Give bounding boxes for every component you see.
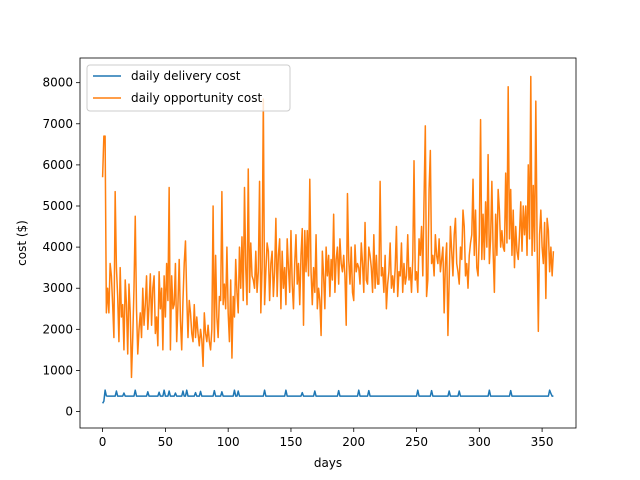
y-tick-label: 3000	[42, 281, 73, 295]
legend-box	[86, 64, 291, 112]
legend-label-opportunity: daily opportunity cost	[131, 91, 262, 105]
axes-frame	[79, 57, 577, 429]
y-tick-label: 0	[65, 405, 73, 419]
y-tick-label: 2000	[42, 322, 73, 336]
x-axis-label: days	[314, 456, 342, 470]
y-axis: 0 1000 2000 3000 4000 5000 6000 7000 8000	[42, 76, 80, 419]
series-line-opportunity	[101, 75, 555, 379]
y-tick-label: 8000	[42, 76, 73, 90]
plot-area	[101, 75, 555, 404]
x-tick-label: 300	[468, 435, 491, 449]
x-tick-label: 0	[99, 435, 107, 449]
y-tick-label: 6000	[42, 158, 73, 172]
y-tick-label: 4000	[42, 240, 73, 254]
x-tick-label: 150	[280, 435, 303, 449]
legend: daily delivery cost daily opportunity co…	[86, 64, 291, 112]
y-axis-label: cost ($)	[15, 220, 29, 266]
x-tick-label: 350	[531, 435, 554, 449]
x-tick-label: 50	[158, 435, 173, 449]
x-axis: 0 50 100 150 200 250 300 350	[99, 428, 554, 449]
x-tick-label: 200	[342, 435, 365, 449]
y-tick-label: 1000	[42, 363, 73, 377]
series-line-delivery	[101, 389, 554, 404]
legend-label-delivery: daily delivery cost	[131, 69, 241, 83]
x-tick-label: 250	[405, 435, 428, 449]
x-tick-label: 100	[217, 435, 240, 449]
y-tick-label: 7000	[42, 117, 73, 131]
y-tick-label: 5000	[42, 199, 73, 213]
